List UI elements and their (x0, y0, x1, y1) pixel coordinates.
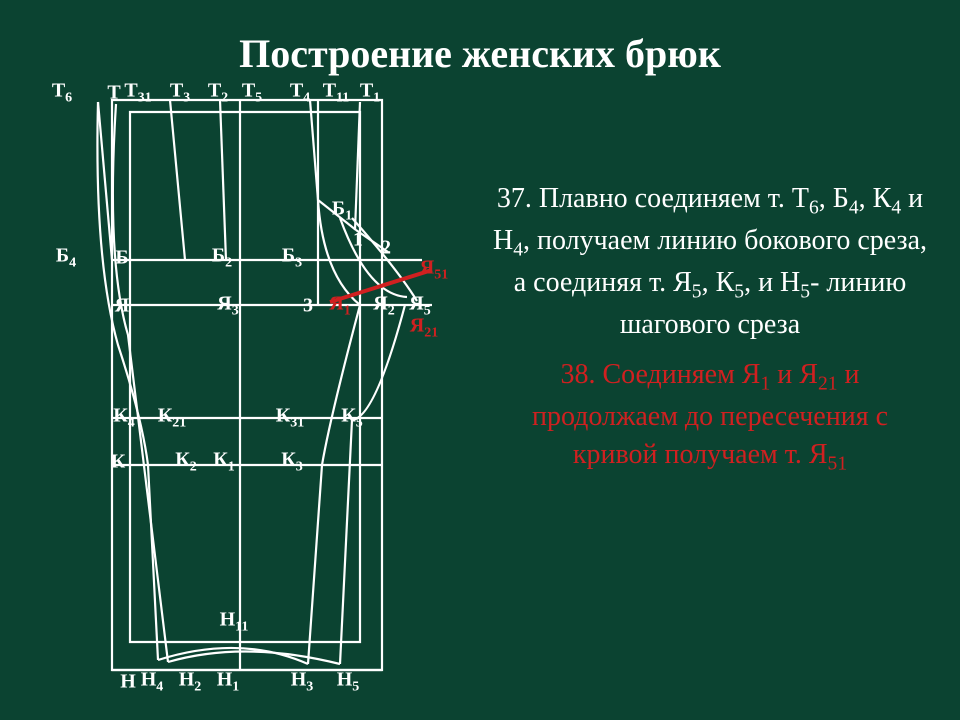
point-label: Б3 (282, 245, 302, 272)
point-label: Т6 (52, 80, 72, 107)
point-label: Б2 (212, 245, 232, 272)
point-label: Т5 (242, 80, 262, 107)
point-label: Б (115, 247, 128, 270)
point-label: К1 (213, 449, 235, 476)
point-label: Т (107, 82, 120, 105)
point-label: Б4 (56, 245, 76, 272)
point-label: Б1 (332, 198, 352, 225)
point-label: 3 (303, 295, 313, 318)
point-label: Т1 (360, 80, 380, 107)
point-label: Я51 (420, 257, 448, 284)
point-label: Т2 (208, 80, 228, 107)
point-label: Я1 (329, 293, 350, 320)
step-37: 37. Плавно соединяем т. Т6, Б4, К4 и Н4,… (490, 180, 930, 344)
point-label: Т11 (323, 80, 350, 107)
point-label: Я2 (373, 293, 394, 320)
title-text: Построение женских брюк (239, 31, 721, 76)
point-label: Т3 (170, 80, 190, 107)
point-label: Я21 (410, 315, 438, 342)
point-label: 2 (381, 237, 391, 260)
point-label: Н2 (179, 669, 202, 696)
point-label: 1 (353, 229, 363, 252)
point-label: Н (120, 671, 136, 694)
point-label: Я (115, 295, 129, 318)
slide-title: Построение женских брюк (0, 30, 960, 77)
point-label: Т4 (290, 80, 310, 107)
instruction-text: 37. Плавно соединяем т. Т6, Б4, К4 и Н4,… (490, 180, 930, 490)
point-label: К (111, 451, 126, 474)
slide: Построение женских брюк 37. Плавно соеди… (0, 0, 960, 720)
point-label: К5 (341, 405, 363, 432)
point-label: Н5 (337, 669, 360, 696)
point-label: К2 (175, 449, 197, 476)
point-label: К21 (158, 405, 187, 432)
point-label: К4 (113, 405, 135, 432)
point-label: К31 (276, 405, 305, 432)
point-label: Н11 (220, 609, 249, 636)
point-label: Н3 (291, 669, 314, 696)
point-label: Н4 (141, 669, 164, 696)
point-label: К3 (281, 449, 303, 476)
point-label: Т31 (124, 80, 151, 107)
step-38: 38. Соединяем Я1 и Я21 и продолжаем до п… (490, 356, 930, 478)
point-label: Я3 (217, 293, 238, 320)
point-label: Н1 (217, 669, 240, 696)
